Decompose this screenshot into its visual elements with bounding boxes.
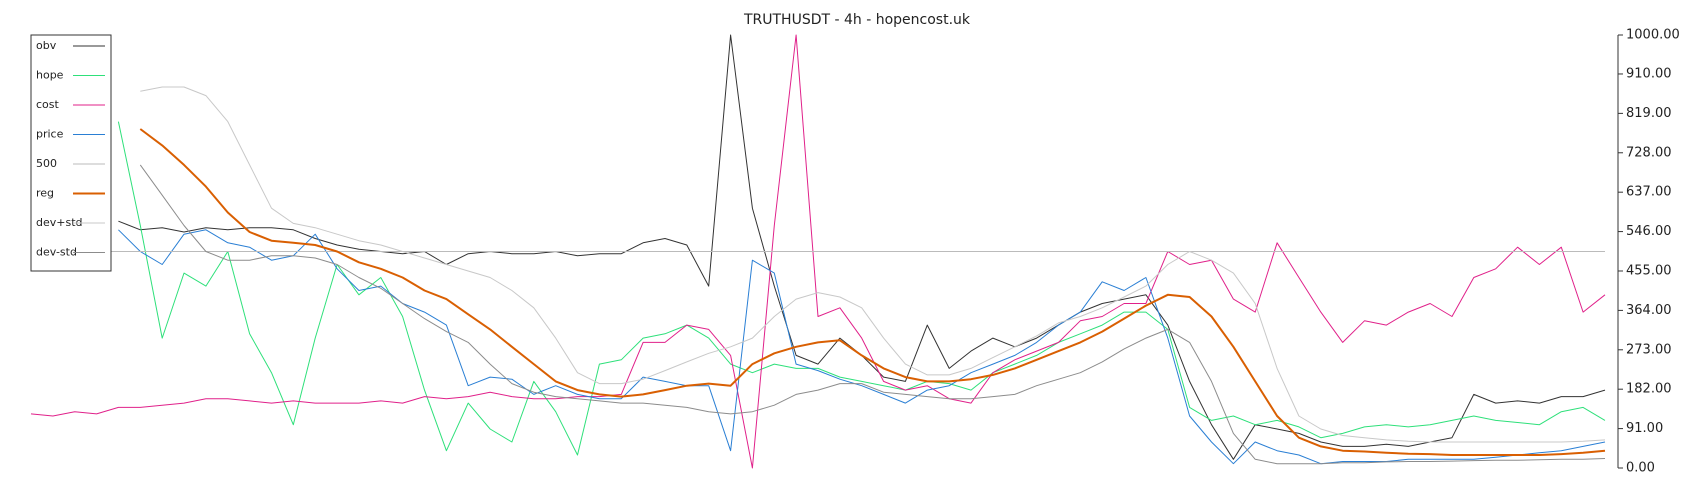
series-line [117, 121, 1606, 456]
y-tick-label: 910.00 [1626, 66, 1672, 81]
legend-label: dev+std [36, 216, 83, 229]
y-tick-label: 364.00 [1626, 303, 1672, 318]
legend-label: reg [36, 187, 54, 200]
legend-label: cost [36, 98, 60, 111]
y-tick-label: 819.00 [1626, 106, 1672, 121]
series-line [140, 86, 1606, 443]
legend-label: dev-std [36, 246, 77, 259]
legend: obv hope cost price 500 reg dev+std dev-std [30, 34, 112, 272]
legend-label: hope [36, 69, 64, 82]
series-line [118, 229, 1606, 465]
y-tick-label: 455.00 [1626, 263, 1672, 278]
series-line [139, 164, 1606, 465]
series-line [139, 128, 1606, 456]
y-tick-label: 91.00 [1626, 421, 1663, 436]
y-tick-label: 0.00 [1626, 461, 1655, 476]
series-line [30, 34, 1606, 469]
series-line [118, 34, 1606, 460]
legend-label: obv [36, 39, 57, 52]
y-tick-label: 273.00 [1626, 342, 1672, 357]
y-tick-label: 546.00 [1626, 224, 1672, 239]
legend-label: 500 [36, 157, 57, 170]
chart-title: TRUTHUSDT - 4h - hopencost.uk [743, 12, 971, 28]
y-tick-label: 637.00 [1626, 185, 1672, 200]
y-tick-label: 728.00 [1626, 145, 1672, 160]
y-tick-label: 182.00 [1626, 382, 1672, 397]
legend-label: price [36, 128, 64, 141]
y-tick-label: 1000.00 [1626, 28, 1680, 43]
legend-box [30, 34, 112, 272]
